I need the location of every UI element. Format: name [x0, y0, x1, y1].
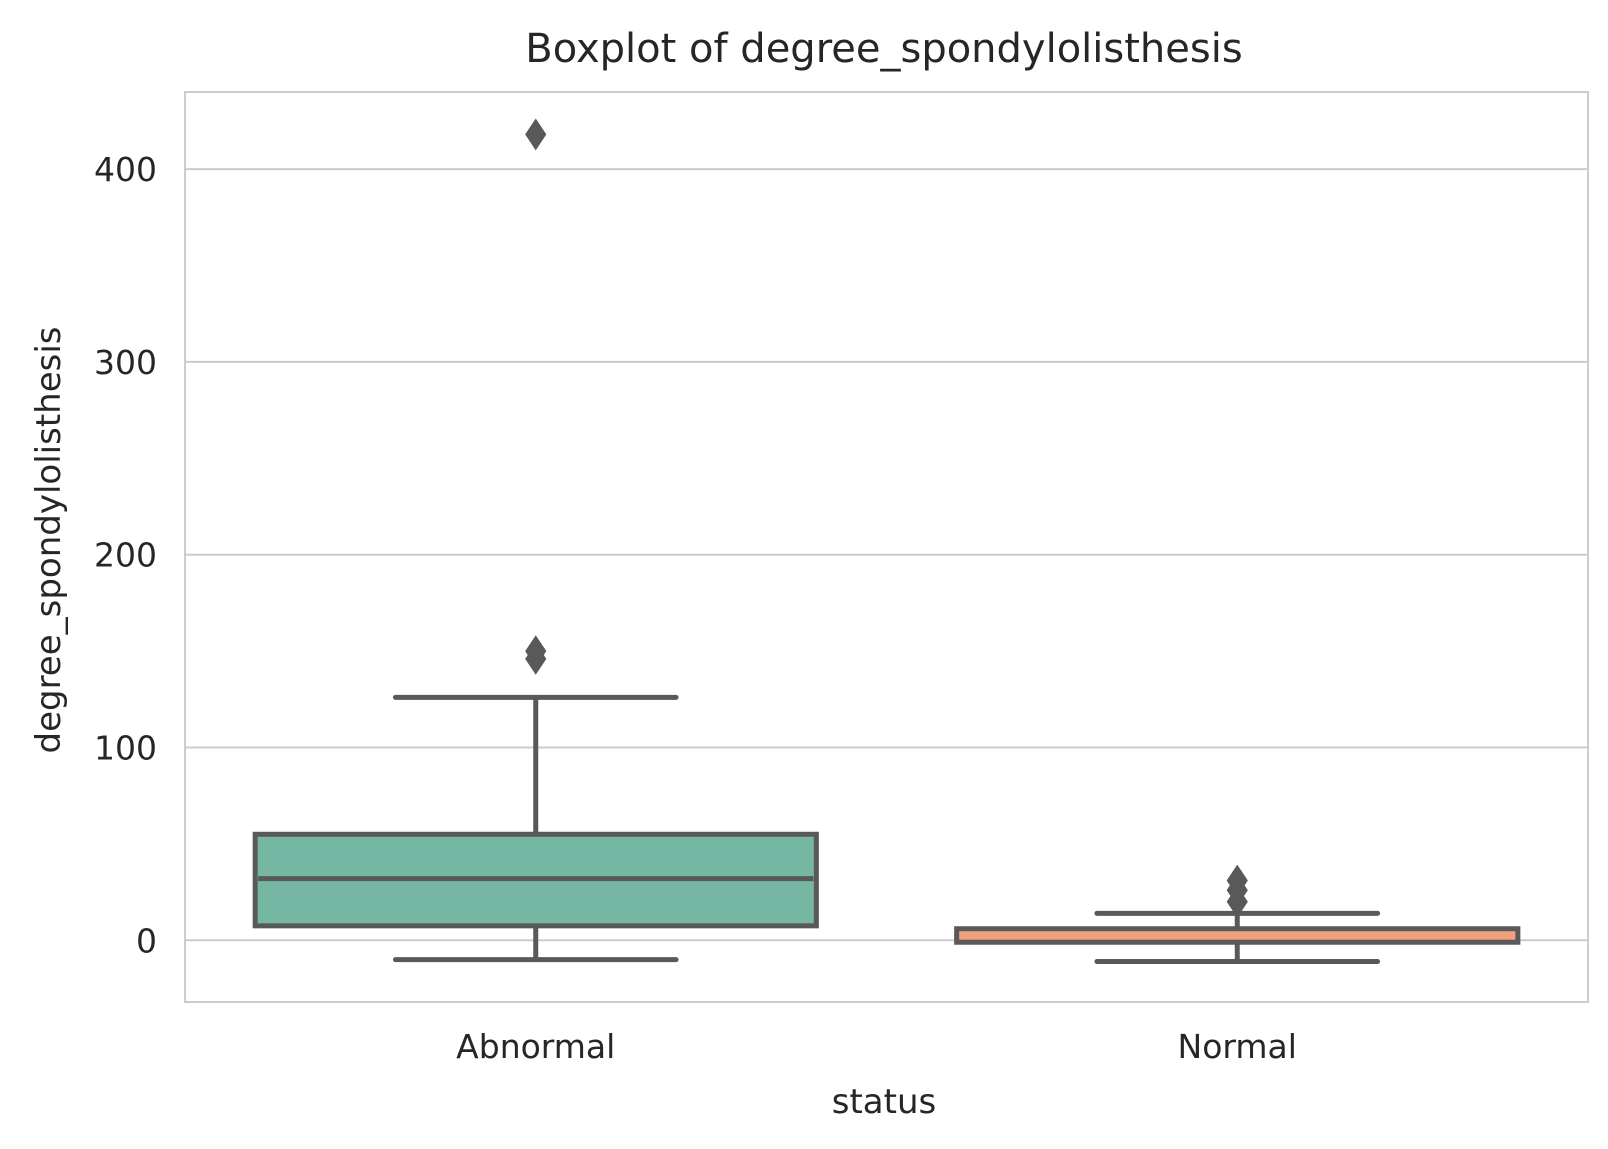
y-tick-label: 400: [94, 150, 157, 189]
x-tick-label: Abnormal: [456, 1027, 615, 1066]
y-tick-label: 0: [136, 921, 157, 960]
plot-area: 0 100 200 300 400 Abnormal Normal: [94, 91, 1589, 1066]
x-axis-label: status: [832, 1082, 936, 1122]
y-tick-label: 300: [94, 343, 157, 382]
y-tick-label: 200: [94, 536, 157, 575]
outlier-point: [525, 642, 547, 675]
x-tick-label: Normal: [1178, 1027, 1297, 1066]
outlier-point: [1226, 864, 1248, 897]
outlier-point: [525, 118, 547, 151]
y-tick-label: 100: [94, 729, 157, 768]
y-axis-label: degree_spondylolisthesis: [29, 326, 69, 753]
plot-frame: [184, 91, 1589, 1003]
chart-title: Boxplot of degree_spondylolisthesis: [525, 26, 1242, 72]
